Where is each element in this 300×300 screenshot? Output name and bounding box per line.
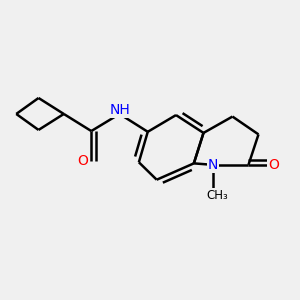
Text: O: O — [268, 158, 279, 172]
Text: O: O — [78, 154, 88, 168]
Text: NH: NH — [110, 103, 131, 116]
Text: CH₃: CH₃ — [207, 189, 229, 202]
Text: N: N — [208, 158, 218, 172]
